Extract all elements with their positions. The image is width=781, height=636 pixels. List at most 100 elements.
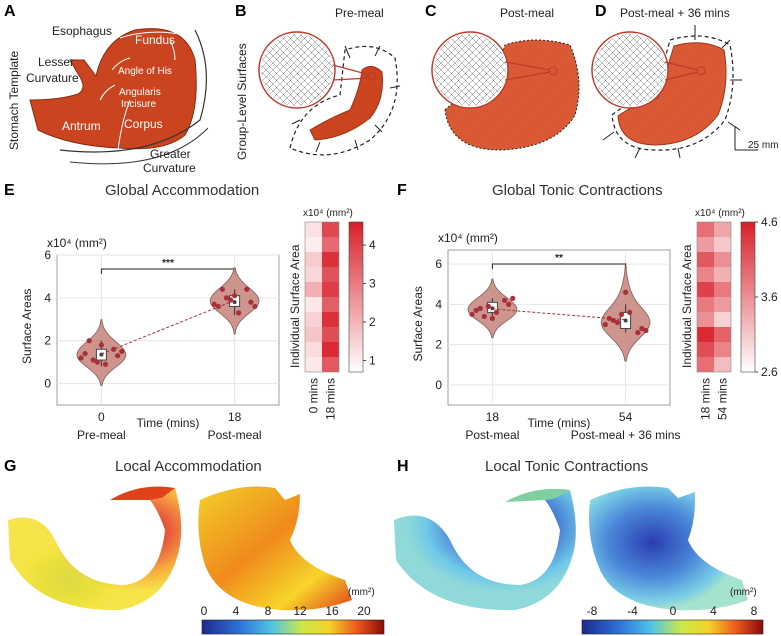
colorbar-tick-label: 8 (265, 604, 272, 618)
panel-letter-g: G (4, 458, 16, 475)
data-point (493, 309, 500, 316)
data-point (481, 313, 487, 320)
label-incisure: Incisure (121, 99, 156, 110)
scale-bar-label: 25 mm (748, 140, 779, 151)
data-point (489, 315, 495, 322)
x-tick-label: 54 (619, 410, 633, 424)
data-point (623, 289, 629, 295)
heatmap-cell (305, 357, 322, 372)
heatmap-colorbar (740, 221, 756, 373)
label-angle-of-his: Angle of His (118, 66, 172, 77)
label-esophagus: Esophagus (52, 24, 112, 38)
heatmap-cell (305, 327, 322, 342)
y-axis-label: Surface Areas (20, 289, 34, 364)
y-tick-label: 6 (435, 257, 442, 271)
colorbar-tick-label: 3.6 (761, 290, 778, 304)
heatmap-cell (322, 237, 339, 252)
colorbar-tick-label: 8 (751, 604, 758, 618)
heatmap-cell (697, 237, 714, 252)
label-curvature-lesser: Curvature (26, 71, 79, 85)
y-tick-label: 4 (44, 291, 51, 305)
heatmap-cell (322, 327, 339, 342)
heatmap-cell (322, 312, 339, 327)
heatmap-label: Individual Surface Area (680, 244, 694, 368)
heatmap-cell (714, 357, 731, 372)
heatmap-cell (305, 312, 322, 327)
data-point (232, 293, 238, 299)
data-point (252, 303, 258, 310)
colorbar-h-unit: (mm²) (730, 587, 757, 598)
colorbar-tick-label: 4 (369, 238, 376, 252)
y-tick-label: 2 (435, 338, 442, 352)
heatmap-column-label: 18 mins (699, 378, 713, 420)
data-point (119, 348, 125, 355)
data-point (90, 357, 96, 363)
group-level-label: Group-Level Surfaces (235, 43, 249, 160)
chart-title: Global Tonic Contractions (492, 182, 663, 199)
heatmap-label: Individual Surface Area (288, 244, 302, 368)
data-point (98, 342, 104, 348)
heatmap-cell (697, 327, 714, 342)
local-tonic-map-1 (394, 490, 576, 611)
colorbar-tick-label: 2.6 (761, 365, 778, 379)
colorbar-tick-label: -8 (587, 604, 598, 618)
heatmap-cell (697, 267, 714, 282)
heatmap-column-label: 18 mins (324, 378, 338, 420)
data-point (215, 303, 221, 310)
heatmap-cell (322, 297, 339, 312)
data-point (78, 355, 84, 361)
colorbar-tick-label: 4 (710, 604, 717, 618)
data-point (211, 301, 217, 307)
heatmap-cell (714, 282, 731, 297)
heatmap-unit: x10⁴ (mm²) (303, 208, 353, 219)
stomach-template-label: Stomach Template (7, 51, 21, 150)
heatmap-cell (322, 342, 339, 357)
chart-f: Global Tonic Contractions 0 2 4 6 x10⁴ (mm²) S… (411, 182, 778, 442)
label-greater: Greater (150, 147, 191, 161)
colorbar-tick-label: 0 (201, 604, 208, 618)
panel-letter-d: D (595, 3, 607, 20)
data-point (244, 286, 250, 292)
panel-b: B Pre-meal Group-Level Surfaces (235, 3, 401, 160)
colorbar-tick-label: 20 (357, 604, 371, 618)
colorbar-tick-label: -4 (627, 604, 638, 618)
data-point (627, 309, 633, 316)
panel-letter-f: F (397, 182, 407, 199)
heatmap-frame (696, 221, 732, 373)
x-axis-label: Time (mins) (528, 416, 591, 430)
heatmap-column-label: 54 mins (716, 378, 730, 420)
label-corpus: Corpus (124, 117, 163, 131)
heatmap-cell (714, 312, 731, 327)
y-tick-label: 6 (44, 248, 51, 262)
plot-frame (447, 249, 671, 406)
data-point (94, 359, 100, 365)
data-point (477, 305, 483, 311)
heatmap-cell (305, 282, 322, 297)
panel-b-title: Pre-meal (335, 6, 384, 20)
heatmap-unit: x10⁴ (mm²) (695, 208, 745, 219)
chart-title: Global Accommodation (105, 182, 259, 199)
heatmap-cell (714, 297, 731, 312)
data-point (614, 319, 621, 326)
heatmap-cell (697, 282, 714, 297)
heatmap-cell (697, 357, 714, 372)
heatmap-cell (714, 237, 731, 252)
colorbar-tick-label: 1 (369, 353, 376, 367)
data-point (502, 297, 508, 303)
panel-c: C Post-meal (425, 3, 580, 151)
heatmap-cell (305, 222, 322, 237)
panel-c-title: Post-meal (500, 6, 554, 20)
heatmap-cell (697, 222, 714, 237)
data-point (236, 310, 242, 316)
data-point (506, 301, 512, 307)
label-lesser: Lesser (38, 55, 74, 69)
heatmap-cell (305, 342, 322, 357)
data-point (473, 307, 479, 313)
y-unit-label: x10⁴ (mm²) (47, 236, 107, 250)
significance-label: *** (162, 258, 174, 269)
colorbar-tick-label: 12 (293, 604, 307, 618)
colorbar-tick-label: 16 (325, 604, 339, 618)
category-name: Post-meal + 36 mins (571, 428, 681, 442)
heatmap-colorbar (348, 221, 364, 373)
